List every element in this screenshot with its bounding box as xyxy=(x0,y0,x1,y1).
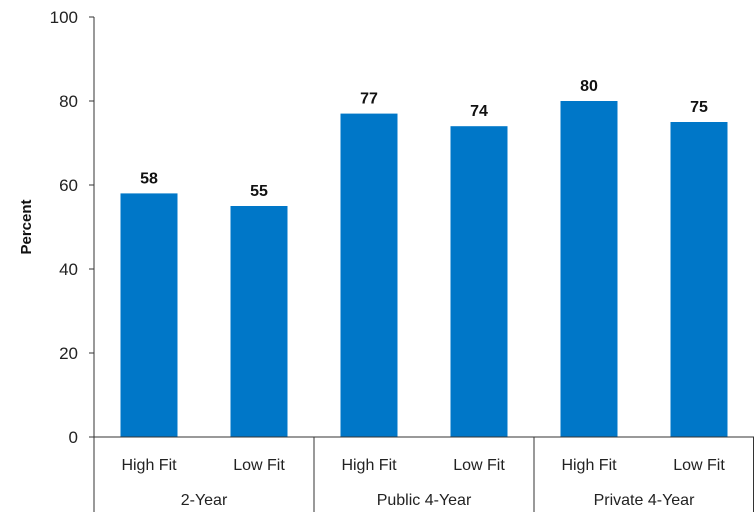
data-label-2-1: 77 xyxy=(360,91,378,108)
data-label-3-2: 75 xyxy=(690,99,708,116)
group-label-1: 2-Year xyxy=(181,492,228,509)
category-label-2-1: High Fit xyxy=(341,457,397,474)
y-tick-label-0: 0 xyxy=(69,428,78,447)
bars: 58 55 77 74 80 75 xyxy=(120,78,728,437)
y-tick-label-80: 80 xyxy=(59,92,78,111)
data-label-2-2: 74 xyxy=(470,103,488,120)
group-label-3: Private 4-Year xyxy=(594,492,695,509)
bar-2-2 xyxy=(450,126,508,437)
bar-2-1 xyxy=(340,113,398,437)
y-axis: 0 20 40 60 80 100 xyxy=(50,8,95,447)
category-label-3-1: High Fit xyxy=(561,457,617,474)
y-tick-label-40: 40 xyxy=(59,260,78,279)
y-tick-label-20: 20 xyxy=(59,344,78,363)
data-label-3-1: 80 xyxy=(580,78,598,95)
bar-1-2 xyxy=(230,206,288,437)
category-label-3-2: Low Fit xyxy=(673,457,725,474)
group-label-2: Public 4-Year xyxy=(377,492,472,509)
category-label-1-2: Low Fit xyxy=(233,457,285,474)
y-tick-label-100: 100 xyxy=(50,8,78,27)
data-label-1-2: 55 xyxy=(250,183,268,200)
x-axis: High Fit Low Fit 2-Year High Fit Low Fit Publ… xyxy=(93,436,754,512)
y-tick-label-60: 60 xyxy=(59,176,78,195)
bar-3-2 xyxy=(670,122,728,437)
category-label-2-2: Low Fit xyxy=(453,457,505,474)
bar-3-1 xyxy=(560,101,618,437)
bar-1-1 xyxy=(120,193,178,437)
data-label-1-1: 58 xyxy=(140,170,158,187)
y-axis-label: Percent xyxy=(18,199,35,254)
category-label-1-1: High Fit xyxy=(121,457,177,474)
